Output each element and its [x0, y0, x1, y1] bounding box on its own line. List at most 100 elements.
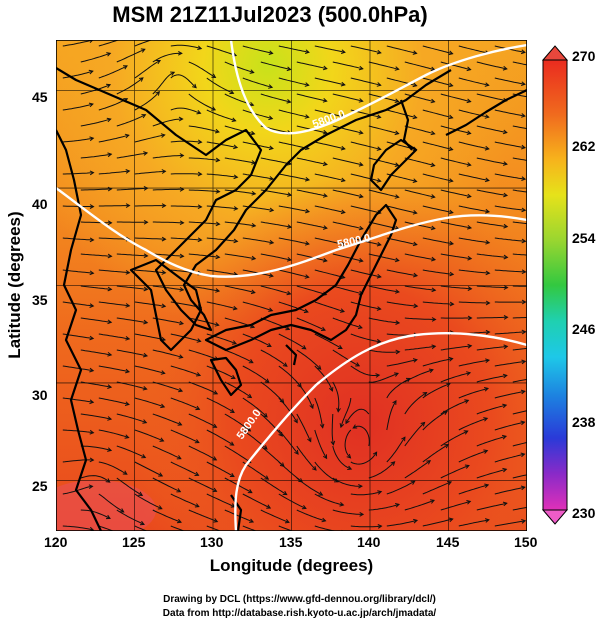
streamline	[332, 285, 363, 295]
streamline	[512, 441, 527, 447]
streamline	[224, 253, 256, 260]
streamline-arrow	[345, 419, 350, 425]
streamline-arrow	[89, 40, 94, 43]
streamline	[332, 445, 352, 470]
streamline-arrow	[215, 288, 221, 293]
streamline-arrow	[107, 416, 113, 421]
streamline-arrow	[89, 367, 95, 373]
streamline	[350, 451, 378, 465]
streamline-arrow	[340, 241, 346, 247]
streamline	[98, 333, 130, 340]
streamline-arrow	[376, 146, 382, 151]
streamline	[224, 509, 254, 523]
streamline	[386, 436, 406, 463]
streamline-arrow	[268, 273, 274, 278]
streamline-arrow	[355, 362, 361, 367]
streamline-arrow	[107, 186, 113, 192]
streamline-arrow	[466, 371, 472, 376]
streamline-arrow	[521, 176, 527, 181]
streamline	[260, 61, 291, 70]
streamline-arrow	[322, 454, 328, 460]
streamline	[422, 269, 454, 275]
streamline-arrow	[520, 81, 526, 86]
streamline	[404, 253, 436, 261]
streamline-arrow	[330, 440, 336, 446]
streamline-arrow	[521, 238, 527, 244]
streamline	[512, 347, 527, 351]
streamline-arrow	[322, 193, 328, 198]
streamline-arrow	[412, 358, 418, 363]
streamline-arrow	[161, 236, 167, 242]
streamline	[458, 173, 490, 181]
streamline	[476, 345, 508, 351]
streamline	[422, 45, 453, 55]
streamline-arrow	[322, 65, 328, 71]
streamline	[116, 317, 148, 324]
streamline	[458, 237, 490, 244]
streamline	[314, 109, 345, 118]
streamline-arrow	[179, 186, 185, 192]
streamline-arrow	[444, 444, 450, 449]
streamline-arrow	[431, 256, 437, 262]
streamline	[340, 397, 352, 428]
streamline-arrow	[521, 207, 527, 213]
streamline	[476, 374, 507, 383]
streamline	[368, 157, 399, 166]
streamline-arrow	[413, 272, 419, 278]
streamline	[458, 45, 489, 54]
streamline	[350, 205, 381, 214]
streamline	[62, 301, 94, 307]
streamline-arrow	[122, 65, 128, 70]
streamline-arrow	[428, 368, 434, 373]
streamline-arrow	[89, 136, 95, 142]
streamline-arrow	[430, 225, 436, 231]
streamline	[512, 221, 527, 225]
streamline	[386, 359, 418, 367]
streamline	[512, 61, 527, 66]
streamline	[116, 509, 145, 525]
streamline-arrow	[401, 436, 406, 442]
streamline	[260, 509, 290, 523]
streamline	[170, 44, 202, 50]
streamline	[332, 253, 363, 262]
streamline-arrow	[124, 133, 130, 139]
streamline-arrow	[215, 221, 221, 227]
streamline-arrow	[305, 208, 311, 214]
streamline-arrow	[107, 152, 113, 158]
streamline	[296, 221, 327, 229]
streamline-arrow	[89, 204, 95, 209]
streamline	[314, 397, 324, 428]
streamline-arrow	[264, 378, 270, 383]
streamline	[350, 269, 381, 278]
streamline	[242, 397, 268, 418]
streamline-arrow	[141, 114, 147, 119]
streamline	[206, 269, 238, 276]
streamline-arrow	[359, 511, 365, 517]
streamline	[422, 358, 453, 367]
streamline	[206, 77, 234, 94]
streamline	[80, 118, 111, 127]
streamline	[494, 390, 525, 399]
streamline	[512, 316, 527, 319]
streamline	[314, 461, 339, 483]
credit-data: Data from http://database.rish.kyoto-u.a…	[162, 608, 437, 619]
streamline-arrow	[107, 286, 113, 292]
streamline-arrow	[192, 83, 197, 89]
streamline	[386, 205, 417, 214]
streamline-arrow	[213, 390, 219, 395]
streamline	[368, 189, 399, 198]
streamline	[512, 378, 527, 383]
streamline	[404, 392, 427, 415]
streamline-arrow	[247, 393, 253, 399]
streamline	[512, 189, 527, 193]
streamline-arrow	[269, 176, 275, 181]
streamline-arrow	[320, 326, 326, 331]
streamline	[368, 61, 399, 70]
streamline	[386, 77, 417, 87]
streamline-arrow	[358, 258, 364, 263]
streamline	[344, 429, 352, 459]
streamline-arrow	[376, 114, 382, 119]
streamline	[134, 397, 165, 408]
streamline-arrow	[229, 89, 235, 95]
streamline	[206, 397, 235, 413]
